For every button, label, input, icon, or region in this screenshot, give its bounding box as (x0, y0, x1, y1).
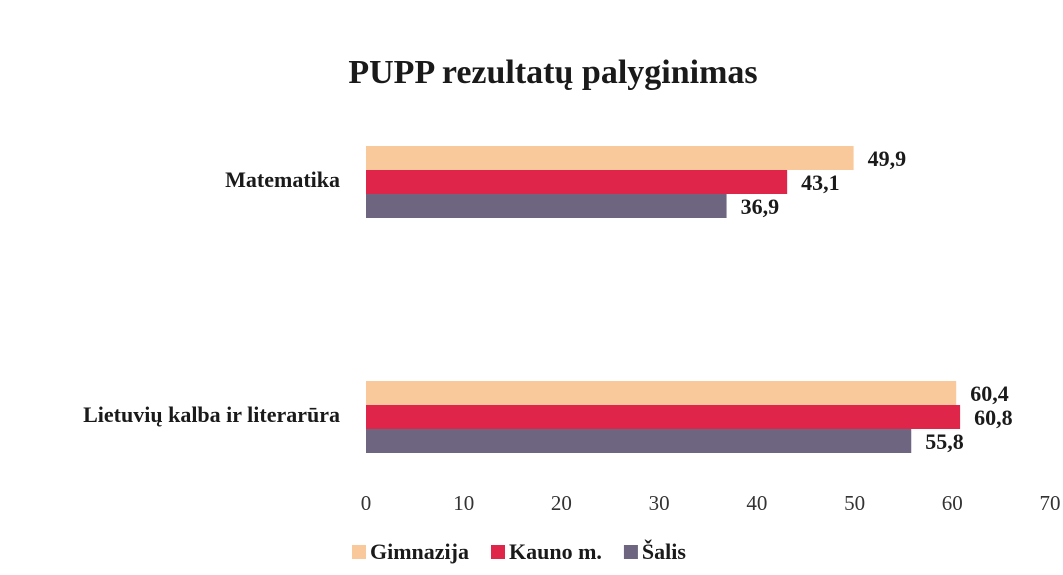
value-label: 43,1 (801, 170, 840, 195)
x-tick-label: 20 (551, 491, 572, 515)
x-tick-label: 10 (453, 491, 474, 515)
value-label: 36,9 (741, 194, 780, 219)
category-label: Lietuvių kalba ir literarūra (83, 402, 340, 427)
value-label: 60,8 (974, 405, 1013, 430)
category-label: Matematika (225, 167, 340, 192)
x-tick-label: 70 (1040, 491, 1061, 515)
legend-swatch (491, 545, 505, 559)
x-tick-label: 40 (746, 491, 767, 515)
legend-label: Kauno m. (509, 539, 602, 564)
bar (366, 381, 957, 405)
x-tick-label: 0 (361, 491, 372, 515)
chart-title: PUPP rezultatų palyginimas (348, 54, 757, 91)
bar (366, 146, 854, 170)
bar (366, 405, 961, 429)
legend-swatch (623, 545, 638, 559)
bar (366, 194, 727, 218)
x-tick-label: 60 (942, 491, 963, 515)
x-tick-label: 30 (649, 491, 670, 515)
value-label: 49,9 (868, 146, 907, 171)
bar (366, 429, 912, 453)
legend-label: Gimnazija (370, 539, 469, 564)
value-label: 55,8 (925, 429, 964, 454)
x-tick-label: 50 (844, 491, 865, 515)
value-label: 60,4 (970, 381, 1009, 406)
bar (366, 170, 788, 194)
legend-label: Šalis (642, 539, 686, 564)
legend-swatch (352, 545, 366, 559)
